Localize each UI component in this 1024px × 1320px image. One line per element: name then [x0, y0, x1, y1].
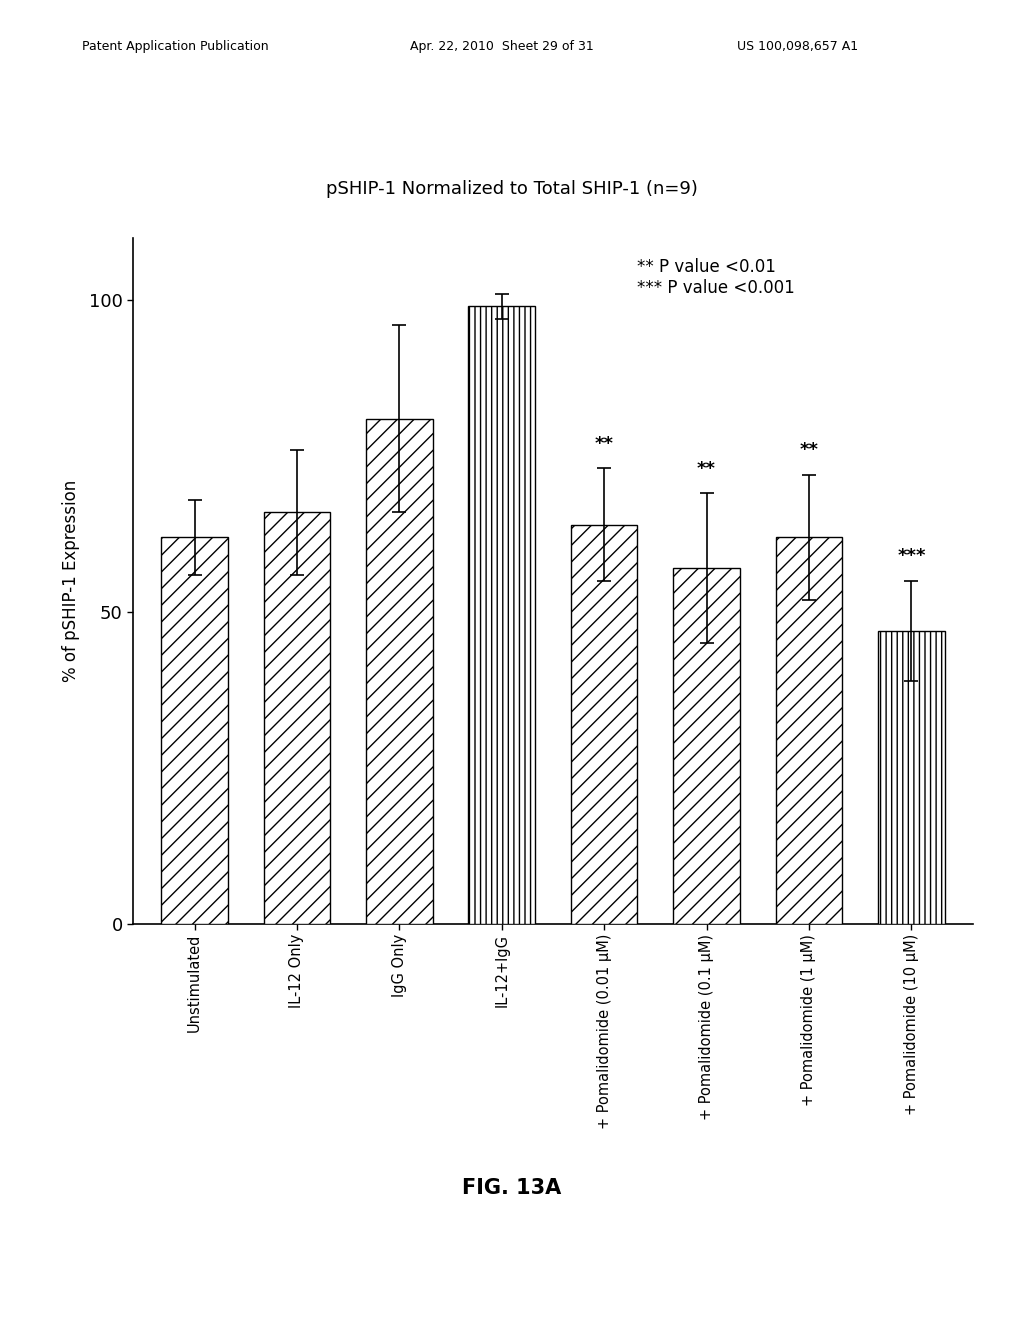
Text: **: **	[595, 434, 613, 453]
Bar	[367, 418, 433, 924]
Text: Patent Application Publication: Patent Application Publication	[82, 40, 268, 53]
Bar	[264, 512, 330, 924]
Text: **: **	[697, 459, 716, 478]
Text: pSHIP-1 Normalized to Total SHIP-1 (n=9): pSHIP-1 Normalized to Total SHIP-1 (n=9)	[326, 180, 698, 198]
Text: Apr. 22, 2010  Sheet 29 of 31: Apr. 22, 2010 Sheet 29 of 31	[410, 40, 593, 53]
Text: US 100,098,657 A1: US 100,098,657 A1	[737, 40, 858, 53]
Bar	[469, 306, 535, 924]
Bar	[674, 569, 739, 924]
Text: **: **	[800, 441, 818, 459]
Bar	[776, 537, 843, 924]
Bar	[571, 524, 637, 924]
Bar	[162, 537, 227, 924]
Text: ***: ***	[897, 548, 926, 565]
Text: ** P value <0.01
*** P value <0.001: ** P value <0.01 *** P value <0.001	[637, 259, 795, 297]
Bar	[878, 631, 944, 924]
Text: FIG. 13A: FIG. 13A	[463, 1177, 561, 1199]
Y-axis label: % of pSHIP-1 Expression: % of pSHIP-1 Expression	[62, 479, 81, 682]
